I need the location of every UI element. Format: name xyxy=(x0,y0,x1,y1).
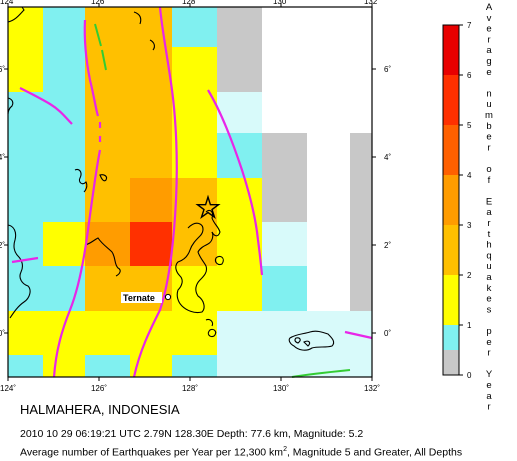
legend-title-char: k xyxy=(487,283,492,294)
y-tick-left-2: 2˚ xyxy=(0,241,5,250)
legend-level-0: 0 xyxy=(467,371,472,380)
event-info: 2010 10 29 06:19:21 UTC 2.79N 128.30E De… xyxy=(20,428,364,440)
legend-level-7: 7 xyxy=(467,21,472,30)
legend-swatch-4-5 xyxy=(443,125,459,175)
epicenter-star-icon xyxy=(195,194,221,220)
y-tick-right-6: 6˚ xyxy=(384,65,391,74)
legend-title-char: r xyxy=(487,218,490,229)
legend-title-char: a xyxy=(486,272,492,283)
region-title: HALMAHERA, INDONESIA xyxy=(20,402,180,417)
legend-title-char: u xyxy=(486,261,491,272)
legend-level-6: 6 xyxy=(467,71,472,80)
y-tick-right-4: 4˚ xyxy=(384,153,391,162)
legend-title-char: m xyxy=(485,110,493,121)
description-text: Average number of Earthquakes per Year p… xyxy=(20,446,284,459)
x-tick-bottom-128: 128˚ xyxy=(182,384,198,393)
legend-title-char: e xyxy=(486,337,491,348)
legend-level-4: 4 xyxy=(467,171,472,180)
legend-swatch-no-data xyxy=(443,350,459,375)
legend-title-char: h xyxy=(486,240,491,251)
legend-title-char: E xyxy=(486,196,492,207)
legend-title-char: Y xyxy=(486,369,493,380)
x-tick-bottom-130: 130˚ xyxy=(273,384,289,393)
x-tick-bottom-132: 132˚ xyxy=(364,384,380,393)
x-tick-bottom-124: 124˚ xyxy=(0,384,16,393)
legend-title-char: b xyxy=(486,121,491,132)
x-tick-top-126: 126˚ xyxy=(91,0,107,6)
y-tick-left-4: 4˚ xyxy=(0,153,5,162)
legend-level-3: 3 xyxy=(467,221,472,230)
legend-title-char: e xyxy=(486,294,491,305)
legend-swatch-6-7 xyxy=(443,25,459,75)
legend-title-char: p xyxy=(486,326,491,337)
legend-title-char: f xyxy=(488,175,491,186)
legend-title-char: A xyxy=(486,2,493,13)
legend-level-2: 2 xyxy=(467,271,472,280)
legend-title-char: e xyxy=(486,67,491,78)
legend-swatch-3-4 xyxy=(443,175,459,225)
map-description: Average number of Earthquakes per Year p… xyxy=(20,446,462,459)
y-tick-right-0: 0˚ xyxy=(384,329,391,338)
description-superscript: 2 xyxy=(283,446,287,453)
legend-title-char: r xyxy=(487,34,490,45)
x-tick-top-124: 124˚ xyxy=(0,0,16,6)
x-tick-top-132: 132˚ xyxy=(364,0,380,6)
y-tick-left-6: 6˚ xyxy=(0,65,5,74)
legend-swatch-2-3 xyxy=(443,225,459,275)
legend-title-char: e xyxy=(486,380,491,391)
legend-level-1: 1 xyxy=(467,321,472,330)
legend-title-char: r xyxy=(487,142,490,153)
legend-swatch-1-2 xyxy=(443,275,459,325)
legend-colorbar: 7 6 5 4 3 2 1 0 AveragenumberofEarthquak… xyxy=(442,2,493,413)
coastlines xyxy=(7,6,335,351)
legend-title-char: r xyxy=(487,402,490,413)
legend-title-char: e xyxy=(486,24,491,35)
legend-title-char: n xyxy=(486,88,491,99)
ternate-marker-icon xyxy=(164,293,172,301)
legend-title-char: e xyxy=(486,132,491,143)
frame-ticks xyxy=(4,3,376,381)
plate-boundaries xyxy=(11,6,373,378)
y-tick-right-2: 2˚ xyxy=(384,241,391,250)
rate-grid xyxy=(8,7,372,377)
legend-swatch-5-6 xyxy=(443,75,459,125)
x-tick-bottom-126: 126˚ xyxy=(91,384,107,393)
legend-title-char: a xyxy=(486,391,492,402)
x-tick-top-130: 130˚ xyxy=(273,0,289,6)
legend-title-char: a xyxy=(486,207,492,218)
x-tick-top-128: 128˚ xyxy=(182,0,198,6)
legend-level-5: 5 xyxy=(467,121,472,130)
legend-title-char: t xyxy=(488,229,491,240)
legend-swatch-0-1 xyxy=(443,325,459,350)
legend-title-char: a xyxy=(486,45,492,56)
city-label-ternate: Ternate xyxy=(123,293,155,303)
legend-title-char: o xyxy=(486,164,491,175)
legend-title-char: s xyxy=(487,304,492,315)
description-text-end: , Magnitude 5 and Greater, All Depths xyxy=(286,446,463,459)
legend-title-char: v xyxy=(487,13,492,24)
legend-title-char: u xyxy=(486,99,491,110)
y-tick-left-0: 0˚ xyxy=(0,329,5,338)
legend-title-char: q xyxy=(486,250,491,261)
ridges xyxy=(94,23,351,378)
legend-title-char: r xyxy=(487,348,490,359)
legend-title-char: g xyxy=(486,56,491,67)
